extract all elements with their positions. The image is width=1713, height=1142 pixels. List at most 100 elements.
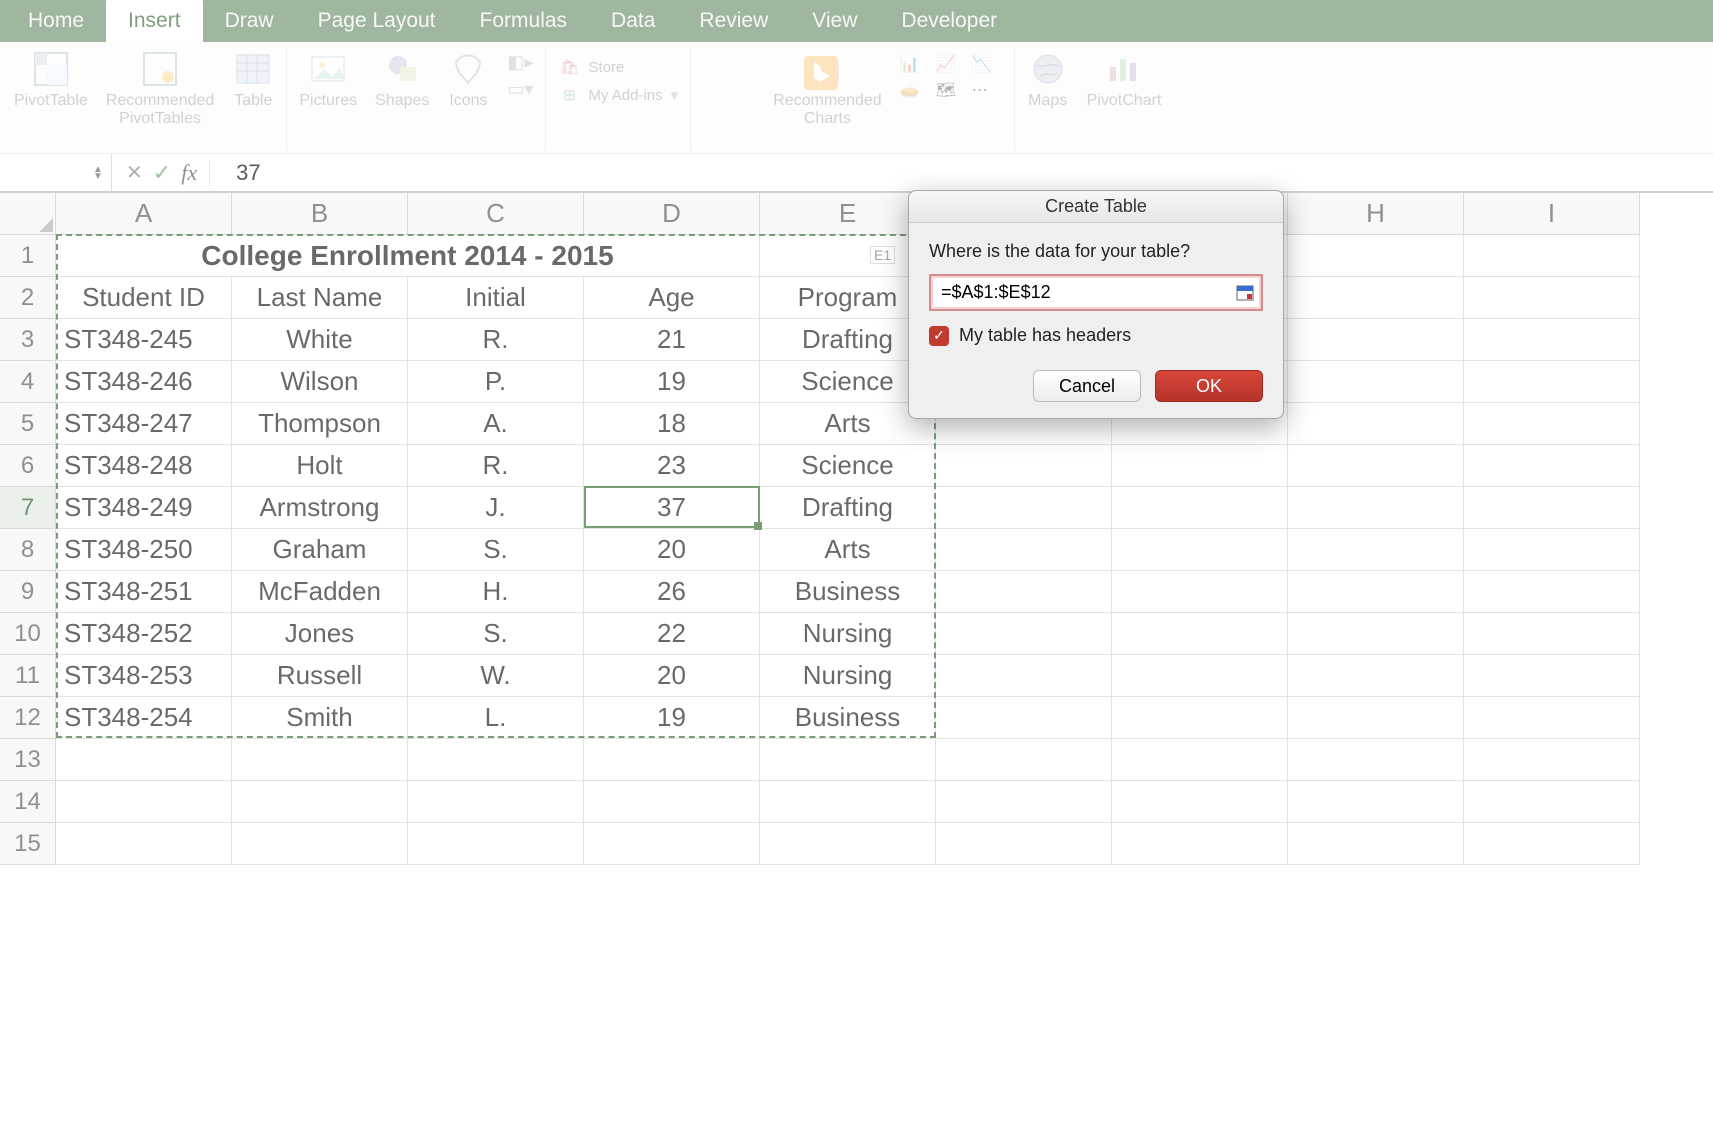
column-header[interactable]: C — [408, 193, 584, 235]
cell[interactable] — [1288, 403, 1464, 445]
cell[interactable] — [408, 739, 584, 781]
ribbon-tab-draw[interactable]: Draw — [203, 0, 296, 42]
maps-button[interactable]: Maps — [1027, 48, 1069, 110]
cell[interactable] — [408, 823, 584, 865]
cell[interactable] — [584, 781, 760, 823]
cell[interactable]: Nursing — [760, 613, 936, 655]
cell[interactable] — [1464, 277, 1640, 319]
cancel-button[interactable]: Cancel — [1033, 370, 1141, 402]
row-header[interactable]: 2 — [0, 277, 56, 319]
cell[interactable] — [584, 739, 760, 781]
headers-checkbox-row[interactable]: ✓ My table has headers — [929, 325, 1263, 346]
cell[interactable]: 23 — [584, 445, 760, 487]
cell[interactable] — [232, 781, 408, 823]
cell[interactable] — [1464, 823, 1640, 865]
cell[interactable] — [760, 823, 936, 865]
cell[interactable]: ST348-246 — [56, 361, 232, 403]
cell[interactable]: Smith — [232, 697, 408, 739]
ribbon-tab-data[interactable]: Data — [589, 0, 677, 42]
cell[interactable]: Russell — [232, 655, 408, 697]
cell[interactable] — [936, 697, 1112, 739]
cell[interactable]: ST348-252 — [56, 613, 232, 655]
cell[interactable] — [1288, 361, 1464, 403]
ribbon-tab-developer[interactable]: Developer — [879, 0, 1019, 42]
cell[interactable]: ST348-247 — [56, 403, 232, 445]
column-header[interactable]: B — [232, 193, 408, 235]
cell[interactable] — [1112, 697, 1288, 739]
chart-mini-icon[interactable]: 🗺 — [936, 80, 966, 100]
cell[interactable]: 18 — [584, 403, 760, 445]
range-field[interactable] — [929, 274, 1263, 311]
confirm-entry-icon[interactable]: ✓ — [153, 160, 171, 186]
cell[interactable]: L. — [408, 697, 584, 739]
cell[interactable]: ST348-251 — [56, 571, 232, 613]
column-header[interactable]: A — [56, 193, 232, 235]
cell[interactable] — [1464, 571, 1640, 613]
cell[interactable]: 22 — [584, 613, 760, 655]
chart-mini-icon[interactable]: 📉 — [972, 54, 1002, 74]
cell[interactable] — [1112, 613, 1288, 655]
cell[interactable] — [1288, 487, 1464, 529]
cell[interactable] — [56, 781, 232, 823]
icons-button[interactable]: Icons — [447, 48, 489, 110]
cell[interactable]: ST348-248 — [56, 445, 232, 487]
cell[interactable] — [584, 823, 760, 865]
cell[interactable]: ST348-245 — [56, 319, 232, 361]
cell[interactable] — [1464, 319, 1640, 361]
row-header[interactable]: 1 — [0, 235, 56, 277]
cell[interactable] — [936, 739, 1112, 781]
cell[interactable]: Thompson — [232, 403, 408, 445]
cell[interactable]: Business — [760, 571, 936, 613]
cell[interactable]: J. — [408, 487, 584, 529]
cell[interactable] — [1464, 361, 1640, 403]
cell[interactable] — [1288, 823, 1464, 865]
worksheet[interactable]: ABCDEFGHI1College Enrollment 2014 - 2015… — [0, 192, 1713, 865]
pivottable-button[interactable]: PivotTable — [14, 48, 88, 110]
cell[interactable] — [936, 445, 1112, 487]
cell[interactable] — [936, 823, 1112, 865]
row-header[interactable]: 3 — [0, 319, 56, 361]
ribbon-tab-view[interactable]: View — [790, 0, 879, 42]
cell[interactable]: S. — [408, 613, 584, 655]
cell[interactable]: ST348-254 — [56, 697, 232, 739]
chart-mini-icon[interactable]: 📈 — [936, 54, 966, 74]
cell[interactable]: Nursing — [760, 655, 936, 697]
ribbon-tab-home[interactable]: Home — [6, 0, 106, 42]
cell[interactable] — [936, 571, 1112, 613]
cell[interactable] — [1464, 739, 1640, 781]
cell[interactable] — [1112, 739, 1288, 781]
cell[interactable]: ST348-249 — [56, 487, 232, 529]
cell[interactable] — [1288, 319, 1464, 361]
cell[interactable] — [936, 781, 1112, 823]
cell[interactable]: R. — [408, 445, 584, 487]
row-header[interactable]: 14 — [0, 781, 56, 823]
my-addins-button[interactable]: ⊞ My Add-ins ▾ — [558, 84, 678, 106]
row-header[interactable]: 12 — [0, 697, 56, 739]
cell[interactable]: A. — [408, 403, 584, 445]
cell[interactable] — [1288, 529, 1464, 571]
cell[interactable]: Armstrong — [232, 487, 408, 529]
cell[interactable]: Jones — [232, 613, 408, 655]
chart-mini-icon[interactable]: ⋯ — [972, 80, 1002, 100]
chart-mini-icon[interactable]: 📊 — [900, 54, 930, 74]
row-header[interactable]: 13 — [0, 739, 56, 781]
cell[interactable] — [1112, 571, 1288, 613]
cell[interactable] — [1464, 697, 1640, 739]
cell[interactable] — [1464, 781, 1640, 823]
screenshot-icon[interactable]: ▭▾ — [507, 79, 533, 100]
shapes-button[interactable]: Shapes — [375, 48, 429, 110]
row-header[interactable]: 15 — [0, 823, 56, 865]
cell[interactable] — [1464, 655, 1640, 697]
column-header[interactable]: I — [1464, 193, 1640, 235]
cell[interactable] — [1112, 445, 1288, 487]
cell[interactable] — [1112, 823, 1288, 865]
cell[interactable]: P. — [408, 361, 584, 403]
headers-checkbox[interactable]: ✓ — [929, 326, 949, 346]
cell[interactable]: S. — [408, 529, 584, 571]
cell[interactable]: Initial — [408, 277, 584, 319]
cell[interactable] — [936, 655, 1112, 697]
cell[interactable] — [1288, 445, 1464, 487]
ribbon-tab-review[interactable]: Review — [677, 0, 790, 42]
bing-button[interactable] — [800, 52, 842, 94]
chart-mini-icon[interactable]: 🥧 — [900, 80, 930, 100]
